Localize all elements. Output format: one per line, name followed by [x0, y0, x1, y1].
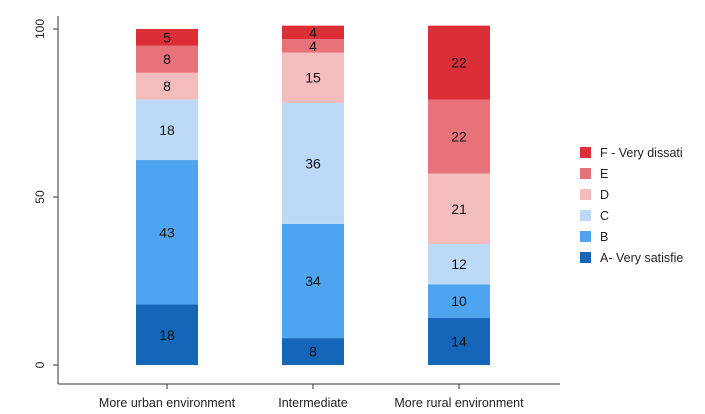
bar-segment: [428, 99, 490, 174]
bar-data-label: 34: [305, 273, 321, 289]
bar-segment: [136, 160, 198, 305]
y-tick-label: 0: [33, 361, 47, 368]
y-tick-label: 50: [33, 190, 47, 204]
bar-segment: [136, 29, 198, 46]
bars: 18 43 18 8 8 5 8 34 36 15 44 14 10 12 21 22 22: [136, 24, 490, 365]
bar-data-label: 4: [309, 24, 317, 40]
y-tick-label: 100: [33, 19, 47, 39]
legend-label: C: [600, 208, 610, 223]
bar-data-label: 10: [451, 293, 467, 309]
legend: F - Very dissati E D C B A- Very satisfie: [580, 142, 683, 268]
legend-swatch: [580, 168, 591, 179]
legend-label: D: [600, 187, 610, 202]
bar-segment: [136, 99, 198, 161]
legend-label: F - Very dissati: [600, 145, 683, 160]
bar-segment: [282, 102, 344, 224]
bar-segment: [428, 244, 490, 285]
legend-swatch: [580, 147, 591, 158]
legend-item: B: [580, 226, 683, 247]
bar-segment: [428, 317, 490, 365]
bar-data-label: 8: [163, 51, 171, 67]
bar-data-label: 22: [451, 129, 467, 145]
bar-data-label: 12: [451, 256, 467, 272]
bar-segment: [428, 284, 490, 318]
bar-segment: [282, 223, 344, 339]
bar-segment: [136, 304, 198, 365]
bar-data-label: 43: [159, 224, 175, 240]
legend-item: F - Very dissati: [580, 142, 683, 163]
bar-segment: [428, 25, 490, 100]
bar-data-label: 36: [305, 155, 321, 171]
x-category-label: Intermediate: [278, 396, 348, 410]
legend-label: E: [600, 166, 609, 181]
legend-swatch: [580, 210, 591, 221]
bar-data-label: 22: [451, 55, 467, 71]
legend-swatch: [580, 189, 591, 200]
legend-item: A- Very satisfie: [580, 247, 683, 268]
bar-segment: [282, 52, 344, 103]
bar-segment: [428, 173, 490, 245]
bar-segment: [282, 338, 344, 365]
bar-segment: [136, 45, 198, 73]
legend-label: B: [600, 229, 609, 244]
legend-swatch: [580, 231, 591, 242]
x-category-label: More urban environment: [99, 396, 236, 410]
bar-data-label: 14: [451, 333, 467, 349]
bar-data-label: 21: [451, 201, 467, 217]
legend-swatch: [580, 252, 591, 263]
bar-data-label: 18: [159, 122, 175, 138]
legend-label: A- Very satisfie: [600, 250, 684, 265]
bar-data-label: 8: [309, 344, 317, 360]
bar-segment: [282, 39, 344, 53]
x-category-label: More rural environment: [394, 396, 524, 410]
legend-item: C: [580, 205, 683, 226]
bar-segment: [136, 72, 198, 100]
bar-data-label: 8: [163, 78, 171, 94]
axes: 0 50 100 More urban environment Intermediate…: [33, 16, 560, 410]
bar-data-label: 18: [159, 327, 175, 343]
bar-segment: [282, 25, 344, 40]
bar-data-label: 4: [309, 38, 317, 54]
bar-data-label: 5: [163, 29, 171, 45]
legend-item: D: [580, 184, 683, 205]
bar-data-label: 15: [305, 70, 321, 86]
legend-item: E: [580, 163, 683, 184]
